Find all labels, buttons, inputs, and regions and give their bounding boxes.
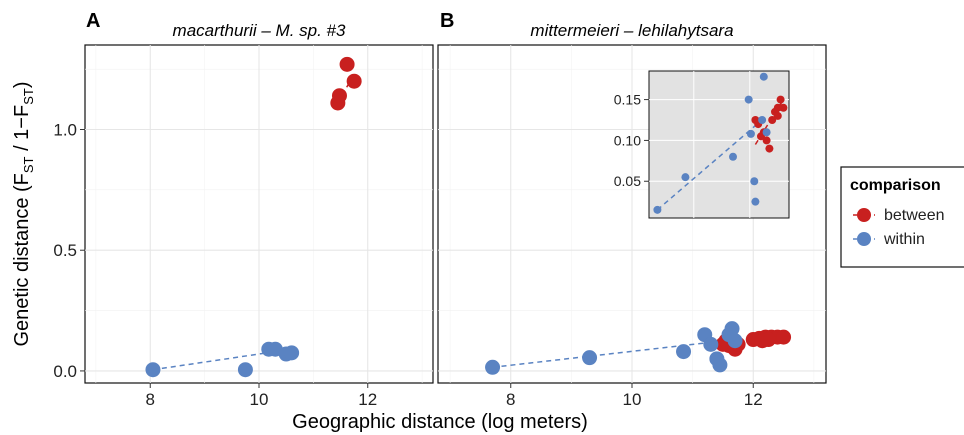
panel-a-points: [145, 56, 362, 378]
x-tick-label: 12: [358, 390, 377, 409]
y-axis-label-main: Genetic distance (F: [11, 173, 33, 346]
legend-key-within: [857, 232, 871, 246]
point-within: [284, 345, 300, 361]
point-within: [582, 350, 598, 366]
point-within: [724, 321, 740, 337]
legend-entries: between within: [853, 207, 945, 248]
point-between: [773, 103, 782, 112]
point-within: [758, 116, 767, 124]
point-within: [729, 152, 737, 161]
y-tick-label: 0.5: [53, 241, 77, 260]
point-between: [760, 332, 776, 348]
point-between: [776, 329, 792, 345]
inset-points: [653, 72, 788, 214]
panel-a-x-ticks: 8 10 12: [146, 383, 377, 409]
point-between: [776, 95, 785, 104]
inset-plot-area: [648, 70, 790, 219]
x-tick-label: 12: [744, 390, 763, 409]
point-between: [762, 136, 771, 145]
inset-y-ticks: 0.05 0.10 0.15: [614, 91, 649, 189]
panel-b-label: B: [440, 10, 454, 32]
point-between: [779, 103, 788, 112]
y-tick-label: 0.05: [614, 173, 641, 189]
point-within: [145, 362, 161, 378]
y-tick-label: 1.0: [53, 120, 77, 139]
y-axis-label-sub1: ST: [21, 156, 36, 173]
legend-title: comparison: [850, 177, 941, 194]
point-between: [331, 88, 347, 104]
point-within: [712, 357, 728, 373]
panel-b-points: [485, 321, 792, 375]
legend-label-between: between: [884, 207, 945, 224]
trendline-within: [492, 338, 736, 369]
legend: comparison between within: [840, 166, 964, 268]
y-tick-label: 0.10: [614, 132, 641, 148]
point-within: [762, 128, 771, 137]
point-within: [653, 205, 662, 214]
legend-key-between: [857, 208, 871, 222]
y-tick-label: 0.0: [53, 362, 77, 381]
x-axis-label: Geographic distance (log meters): [292, 411, 588, 433]
panel-a-label: A: [86, 10, 100, 32]
point-within: [751, 197, 760, 206]
legend-label-within: within: [883, 231, 925, 248]
x-tick-label: 10: [250, 390, 269, 409]
point-between: [339, 56, 355, 72]
panel-b-title: mittermeieri – lehilahytsara: [530, 21, 733, 40]
point-between: [768, 116, 777, 124]
x-tick-label: 8: [506, 390, 515, 409]
point-within: [681, 173, 690, 182]
x-tick-label: 8: [146, 390, 155, 409]
panel-a-y-ticks: 0.0 0.5 1.0: [53, 120, 85, 381]
x-tick-label: 10: [623, 390, 642, 409]
panel-b: 8 10 12 B mittermeieri – lehilahytsara 0.0…: [437, 10, 827, 409]
point-within: [676, 344, 692, 360]
panel-a-title: macarthurii – M. sp. #3: [173, 21, 346, 40]
panel-a: 0.0 0.5 1.0 8 10 12 A macarthurii – M. sp. #…: [53, 10, 434, 409]
point-within: [485, 359, 501, 375]
y-axis-label-mid: / 1−F: [11, 105, 33, 157]
point-between: [765, 144, 774, 153]
panel-a-grid: [85, 45, 433, 383]
point-within: [744, 95, 753, 104]
point-between: [773, 111, 782, 120]
y-axis-label: Genetic distance (FST / 1−FST): [11, 81, 36, 346]
point-within: [727, 333, 743, 349]
y-axis-label-sub2: ST: [21, 88, 36, 105]
point-within: [703, 336, 719, 352]
y-tick-label: 0.15: [614, 91, 641, 107]
point-within: [750, 177, 759, 186]
panel-b-x-ticks: 8 10 12: [506, 383, 763, 409]
point-within: [759, 72, 768, 81]
point-within: [237, 362, 253, 378]
panel-b-inset: 0.05 0.10 0.15: [614, 70, 790, 219]
point-between: [346, 73, 362, 89]
y-axis-label-end: ): [11, 81, 33, 88]
point-within: [746, 129, 755, 138]
